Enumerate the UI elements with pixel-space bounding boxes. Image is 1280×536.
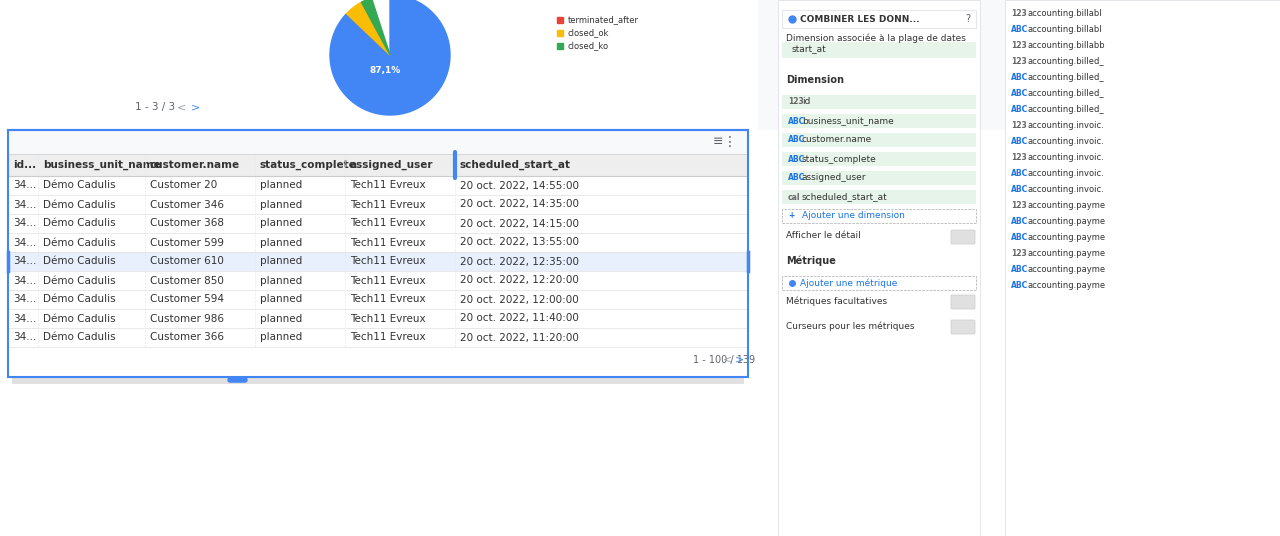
FancyBboxPatch shape — [782, 10, 977, 28]
Text: >: > — [736, 354, 745, 364]
Text: COMBINER LES DONN...: COMBINER LES DONN... — [800, 14, 919, 24]
Text: 34...: 34... — [13, 276, 36, 286]
Text: Customer 610: Customer 610 — [150, 257, 224, 266]
Text: ABC: ABC — [1011, 73, 1028, 83]
Text: Tech11 Evreux: Tech11 Evreux — [349, 237, 426, 248]
Text: 20 oct. 2022, 12:35:00: 20 oct. 2022, 12:35:00 — [460, 257, 579, 266]
Text: Démo Cadulis: Démo Cadulis — [44, 181, 115, 190]
Text: ABC: ABC — [788, 136, 805, 145]
FancyBboxPatch shape — [8, 290, 748, 309]
FancyBboxPatch shape — [8, 195, 748, 214]
Text: Customer 594: Customer 594 — [150, 294, 224, 304]
Text: 123: 123 — [1011, 10, 1027, 19]
Text: accounting.payme: accounting.payme — [1027, 202, 1105, 211]
Text: +: + — [788, 212, 795, 220]
Text: accounting.invoic.: accounting.invoic. — [1027, 185, 1103, 195]
Text: 34...: 34... — [13, 257, 36, 266]
Text: ABC: ABC — [1011, 185, 1028, 195]
FancyBboxPatch shape — [0, 0, 1280, 130]
FancyBboxPatch shape — [951, 295, 975, 309]
Text: accounting.billed_: accounting.billed_ — [1027, 90, 1103, 99]
Text: accounting.payme: accounting.payme — [1027, 265, 1105, 274]
Text: ABC: ABC — [1011, 26, 1028, 34]
Text: ABC: ABC — [1011, 90, 1028, 99]
Text: accounting.payme: accounting.payme — [1027, 218, 1105, 227]
Text: 20 oct. 2022, 11:40:00: 20 oct. 2022, 11:40:00 — [460, 314, 579, 324]
Text: 34...: 34... — [13, 314, 36, 324]
Text: 123: 123 — [1011, 249, 1027, 258]
FancyBboxPatch shape — [8, 214, 748, 233]
FancyBboxPatch shape — [778, 0, 980, 536]
FancyBboxPatch shape — [8, 252, 748, 271]
Polygon shape — [347, 2, 390, 55]
Text: planned: planned — [260, 199, 302, 210]
FancyBboxPatch shape — [782, 133, 977, 147]
Text: customer.name: customer.name — [803, 136, 872, 145]
Text: start_at: start_at — [792, 46, 827, 55]
FancyBboxPatch shape — [782, 209, 977, 223]
FancyBboxPatch shape — [782, 152, 977, 166]
Text: ABC: ABC — [1011, 138, 1028, 146]
Text: 123: 123 — [1011, 122, 1027, 130]
FancyBboxPatch shape — [782, 171, 977, 185]
FancyBboxPatch shape — [0, 0, 758, 536]
Text: 123: 123 — [1011, 202, 1027, 211]
Text: Tech11 Evreux: Tech11 Evreux — [349, 276, 426, 286]
Text: 123: 123 — [1011, 153, 1027, 162]
Text: 123: 123 — [1011, 57, 1027, 66]
Text: 34...: 34... — [13, 237, 36, 248]
Text: Customer 366: Customer 366 — [150, 332, 224, 343]
Text: 123: 123 — [788, 98, 804, 107]
Text: Tech11 Evreux: Tech11 Evreux — [349, 219, 426, 228]
Text: ≡: ≡ — [713, 136, 723, 148]
Text: accounting.billed_: accounting.billed_ — [1027, 57, 1103, 66]
Text: status_complete: status_complete — [803, 154, 877, 163]
Text: Tech11 Evreux: Tech11 Evreux — [349, 314, 426, 324]
Text: Démo Cadulis: Démo Cadulis — [44, 199, 115, 210]
Text: Tech11 Evreux: Tech11 Evreux — [349, 181, 426, 190]
FancyBboxPatch shape — [8, 328, 748, 347]
Text: assigned_user: assigned_user — [349, 160, 434, 170]
Text: Dimension associée à la plage de dates: Dimension associée à la plage de dates — [786, 33, 966, 43]
Text: 20 oct. 2022, 13:55:00: 20 oct. 2022, 13:55:00 — [460, 237, 579, 248]
Text: ?: ? — [965, 14, 970, 24]
Text: terminated_after: terminated_after — [568, 16, 639, 25]
Text: scheduled_start_at: scheduled_start_at — [460, 160, 571, 170]
Text: Customer 599: Customer 599 — [150, 237, 224, 248]
Text: 20 oct. 2022, 14:15:00: 20 oct. 2022, 14:15:00 — [460, 219, 579, 228]
Text: accounting.billabl: accounting.billabl — [1027, 26, 1102, 34]
Text: Démo Cadulis: Démo Cadulis — [44, 276, 115, 286]
Text: closed_ok: closed_ok — [568, 28, 609, 38]
Text: 20 oct. 2022, 11:20:00: 20 oct. 2022, 11:20:00 — [460, 332, 579, 343]
Text: Démo Cadulis: Démo Cadulis — [44, 314, 115, 324]
Text: closed_ko: closed_ko — [568, 41, 609, 50]
Text: 1 - 100 / 139: 1 - 100 / 139 — [692, 354, 755, 364]
Text: accounting.billabl: accounting.billabl — [1027, 10, 1102, 19]
Polygon shape — [330, 0, 451, 115]
Text: Afficher le détail: Afficher le détail — [786, 232, 860, 241]
Text: 34...: 34... — [13, 219, 36, 228]
FancyBboxPatch shape — [8, 130, 748, 154]
Text: 20 oct. 2022, 14:55:00: 20 oct. 2022, 14:55:00 — [460, 181, 579, 190]
Text: Démo Cadulis: Démo Cadulis — [44, 237, 115, 248]
Text: accounting.billed_: accounting.billed_ — [1027, 106, 1103, 115]
Text: Démo Cadulis: Démo Cadulis — [44, 332, 115, 343]
Text: planned: planned — [260, 294, 302, 304]
Text: 34...: 34... — [13, 199, 36, 210]
Text: planned: planned — [260, 257, 302, 266]
FancyBboxPatch shape — [8, 347, 748, 372]
Text: ABC: ABC — [1011, 234, 1028, 242]
Text: planned: planned — [260, 219, 302, 228]
Text: <: < — [723, 354, 732, 364]
Text: ABC: ABC — [788, 154, 805, 163]
FancyBboxPatch shape — [951, 320, 975, 334]
Text: planned: planned — [260, 314, 302, 324]
FancyBboxPatch shape — [8, 176, 748, 195]
FancyBboxPatch shape — [951, 230, 975, 244]
Text: accounting.payme: accounting.payme — [1027, 234, 1105, 242]
Text: ABC: ABC — [1011, 281, 1028, 291]
FancyBboxPatch shape — [782, 114, 977, 128]
Text: status_complete: status_complete — [260, 160, 357, 170]
Text: Curseurs pour les métriques: Curseurs pour les métriques — [786, 321, 914, 331]
